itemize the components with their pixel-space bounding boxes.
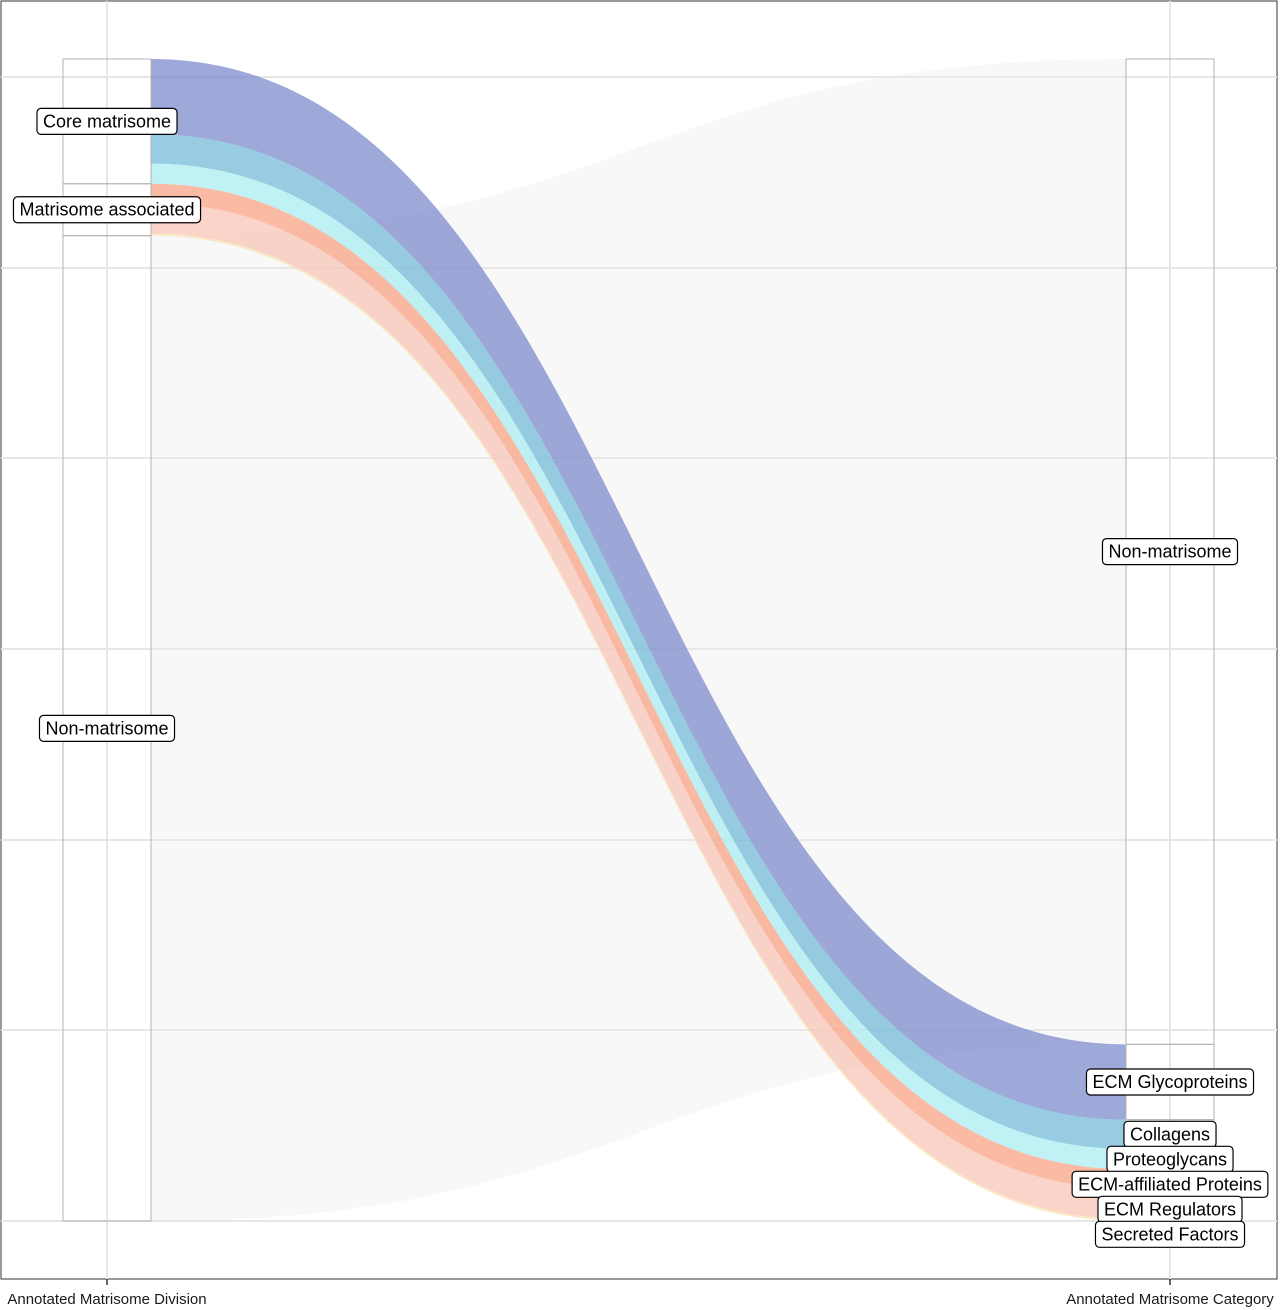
axis-label-1: Annotated Matrisome Division <box>7 1291 206 1308</box>
label-text: Non-matrisome <box>1108 542 1231 562</box>
flow-matrisome-associated-to-secreted-factors <box>151 233 1126 1222</box>
label-text: ECM-affiliated Proteins <box>1078 1174 1262 1194</box>
label-text: ECM Regulators <box>1104 1199 1236 1219</box>
node-label-matrisome-associated: Matrisome associated <box>12 196 202 224</box>
node-label-proteoglycans: Proteoglycans <box>1106 1145 1234 1173</box>
label-box <box>36 107 178 135</box>
label-text: Proteoglycans <box>1113 1149 1227 1169</box>
node-labels-layer: Core matrisome Matrisome associated Non-ma… <box>12 107 1269 1248</box>
label-box <box>38 714 176 742</box>
label-box <box>12 196 202 224</box>
node-label-secreted-factors: Secreted Factors <box>1094 1220 1246 1248</box>
node-label-collagens: Collagens <box>1123 1120 1217 1148</box>
node-label-core-matrisome: Core matrisome <box>36 107 178 135</box>
label-text: Secreted Factors <box>1101 1224 1238 1244</box>
label-text: ECM Glycoproteins <box>1092 1072 1247 1092</box>
label-box <box>1101 538 1239 566</box>
node-label-non-matrisome: Non-matrisome <box>38 714 176 742</box>
flow-core-matrisome-to-collagens <box>151 134 1126 1149</box>
label-text: Matrisome associated <box>19 200 194 220</box>
flow-core-matrisome-to-ecm-glycoproteins <box>151 59 1126 1120</box>
label-box <box>1085 1068 1255 1096</box>
label-box <box>1094 1220 1246 1248</box>
node-label-non-matrisome: Non-matrisome <box>1101 538 1239 566</box>
x-axis: Annotated Matrisome Division Annotated Ma… <box>7 1279 1274 1308</box>
flow-matrisome-associated-to-ecm-affiliated-proteins <box>151 183 1126 1189</box>
node-label-ecm-regulators: ECM Regulators <box>1097 1195 1243 1223</box>
node-label-ecm-affiliated-proteins: ECM-affiliated Proteins <box>1071 1170 1269 1198</box>
flows-layer <box>151 59 1126 1222</box>
flow-core-matrisome-to-proteoglycans <box>151 163 1126 1170</box>
label-text: Core matrisome <box>43 111 171 131</box>
flow-matrisome-associated-to-ecm-regulators <box>151 203 1126 1219</box>
axis-label-2: Annotated Matrisome Category <box>1066 1291 1274 1308</box>
label-text: Collagens <box>1130 1124 1210 1144</box>
label-text: Non-matrisome <box>45 718 168 738</box>
node-label-ecm-glycoproteins: ECM Glycoproteins <box>1085 1068 1255 1096</box>
